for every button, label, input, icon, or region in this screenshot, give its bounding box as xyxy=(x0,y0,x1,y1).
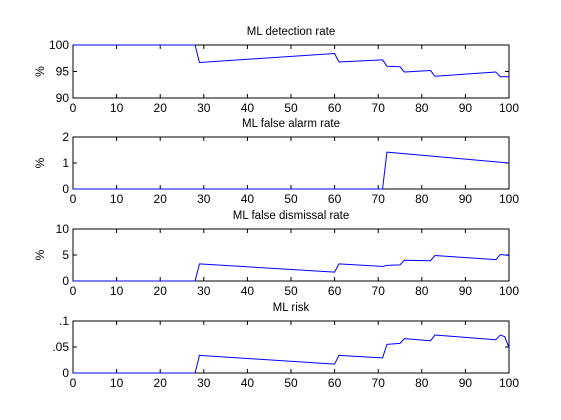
x-tick-label: 30 xyxy=(197,284,211,298)
y-tick-label: .05 xyxy=(52,340,69,354)
plot-area xyxy=(72,136,510,190)
x-tick-label: 90 xyxy=(459,376,473,390)
y-tick-label: 5 xyxy=(62,248,69,262)
x-tick-label: 70 xyxy=(372,376,386,390)
x-tick-label: 60 xyxy=(328,376,342,390)
y-tick-label: 0 xyxy=(62,366,69,380)
x-tick-label: 60 xyxy=(328,101,342,115)
y-tick-label: 90 xyxy=(56,91,70,105)
x-tick-label: 70 xyxy=(372,101,386,115)
chart-title: ML false dismissal rate xyxy=(233,210,350,222)
x-tick-label: 30 xyxy=(197,376,211,390)
y-tick-label: 95 xyxy=(56,65,70,79)
x-tick-label: 10 xyxy=(110,101,124,115)
x-tick-label: 70 xyxy=(372,284,386,298)
x-tick-label: 10 xyxy=(110,376,124,390)
y-tick-label: 2 xyxy=(62,130,69,144)
x-tick-label: 40 xyxy=(241,376,255,390)
chart-title: ML risk xyxy=(273,302,310,314)
x-tick-label: 60 xyxy=(328,284,342,298)
x-tick-label: 20 xyxy=(154,192,168,206)
x-tick-label: 70 xyxy=(372,192,386,206)
x-tick-label: 0 xyxy=(70,192,77,206)
x-tick-label: 90 xyxy=(459,101,473,115)
y-tick-label: 100 xyxy=(49,38,69,52)
y-tick-label: 10 xyxy=(56,222,70,236)
subplot-3: ML false dismissal rate%0 10 20 30 40 50 60 70 8… xyxy=(33,210,519,298)
x-tick-label: 20 xyxy=(154,284,168,298)
x-tick-label: 80 xyxy=(415,284,429,298)
subplot-1: ML detection rate% 0 10 20 30 40 50 60 70 80 90 100… xyxy=(33,26,519,115)
x-tick-label: 30 xyxy=(197,192,211,206)
x-tick-label: 50 xyxy=(284,376,298,390)
chart-title: ML false alarm rate xyxy=(242,118,340,130)
x-tick-label: 50 xyxy=(284,284,298,298)
x-tick-label: 100 xyxy=(499,376,519,390)
x-tick-label: 20 xyxy=(154,376,168,390)
chart-title: ML detection rate xyxy=(247,26,335,38)
y-axis-label: % xyxy=(33,66,47,77)
y-tick-label: 1 xyxy=(62,156,69,170)
x-tick-label: 0 xyxy=(70,376,77,390)
y-axis-label: % xyxy=(33,249,47,260)
x-tick-label: 10 xyxy=(110,284,124,298)
x-tick-label: 100 xyxy=(499,101,519,115)
x-tick-label: 80 xyxy=(415,192,429,206)
x-tick-label: 0 xyxy=(70,284,77,298)
y-tick-label: 0 xyxy=(62,274,69,288)
x-tick-label: 100 xyxy=(499,284,519,298)
x-tick-label: 40 xyxy=(241,192,255,206)
y-tick-label: .1 xyxy=(59,314,69,328)
x-tick-label: 60 xyxy=(328,192,342,206)
subplot-2: ML false alarm rate%0 10 20 30 40 50 60 70 80 90 1… xyxy=(33,118,519,206)
x-tick-label: 80 xyxy=(415,376,429,390)
x-tick-label: 50 xyxy=(284,101,298,115)
plot-area xyxy=(72,320,510,374)
plot-area xyxy=(72,228,510,282)
plot-area xyxy=(72,44,510,99)
x-tick-label: 100 xyxy=(499,192,519,206)
subplot-4: ML risk 0 10 20 30 40 50 60 70 80 90 100 0 .05 .1 xyxy=(52,302,519,390)
series-line-1 xyxy=(73,44,509,78)
x-tick-label: 50 xyxy=(284,192,298,206)
x-tick-label: 80 xyxy=(415,101,429,115)
x-tick-label: 30 xyxy=(197,101,211,115)
series-line-1 xyxy=(73,151,510,190)
x-tick-label: 90 xyxy=(459,192,473,206)
x-tick-label: 0 xyxy=(70,101,77,115)
x-tick-label: 40 xyxy=(241,284,255,298)
x-tick-label: 40 xyxy=(241,101,255,115)
series-line-1 xyxy=(73,253,510,282)
series-line-1 xyxy=(73,334,510,374)
x-tick-label: 10 xyxy=(110,192,124,206)
x-tick-label: 20 xyxy=(154,101,168,115)
y-axis-label: % xyxy=(33,157,47,168)
x-tick-label: 90 xyxy=(459,284,473,298)
y-tick-label: 0 xyxy=(62,182,69,196)
